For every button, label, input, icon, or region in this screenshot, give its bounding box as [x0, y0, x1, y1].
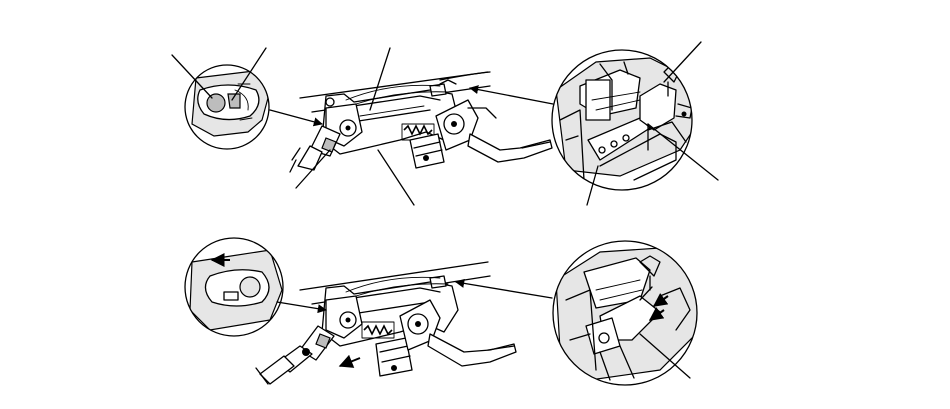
steering-column-upper [289, 71, 553, 173]
detail-circle-upper-right [551, 49, 693, 191]
callout-line-9 [639, 286, 653, 301]
leader-arrow-upper-left [269, 109, 323, 127]
direction-arrow-left-shaft [338, 354, 361, 368]
upper-view [171, 41, 719, 206]
direction-arrow-down-2 [648, 306, 665, 321]
callout-line-8 [586, 165, 599, 206]
detail-circle-lower-left [184, 237, 284, 337]
callout-line-6 [663, 41, 702, 83]
direction-arrow-down-1 [652, 292, 669, 307]
leader-arrow-upper-right [469, 85, 554, 105]
callout-line-5 [377, 149, 415, 206]
pin-shaft [206, 93, 226, 113]
callout-line-3 [369, 47, 391, 111]
leader-arrow-lower-left [276, 301, 327, 314]
steering-column-lower [255, 261, 517, 385]
lower-view [184, 237, 698, 386]
pin-shaft-released [239, 276, 261, 298]
detail-circle-lower-right [552, 240, 698, 386]
callout-line-2 [231, 47, 267, 101]
callout-line-7 [647, 123, 719, 181]
leader-arrow-lower-right [455, 278, 553, 299]
callouts-upper [171, 41, 719, 206]
callout-line-1 [171, 54, 213, 99]
callout-line-4 [295, 149, 331, 189]
detail-circle-upper-left [184, 64, 270, 150]
callout-line-10 [639, 333, 691, 379]
slotted-bracket [587, 117, 651, 161]
